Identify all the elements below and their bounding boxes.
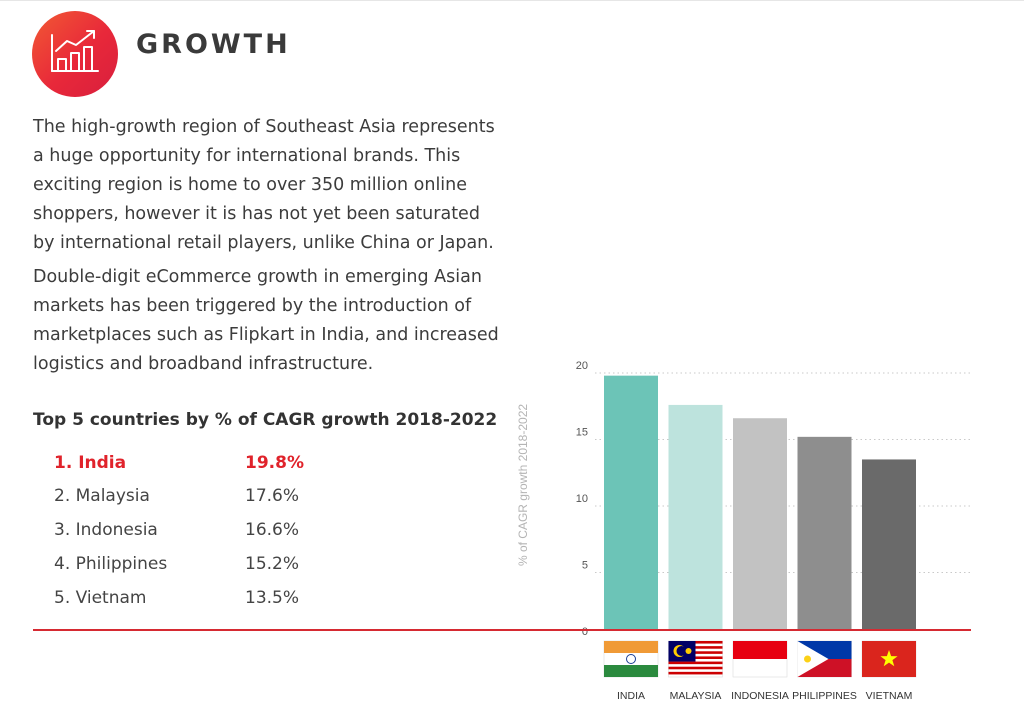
intro-paragraph: The high-growth region of Southeast Asia… bbox=[33, 117, 495, 253]
y-tick-label: 15 bbox=[576, 427, 588, 439]
y-tick-label: 5 bbox=[582, 560, 588, 572]
philippines-flag-icon bbox=[797, 640, 852, 678]
ranking-country: 1. India bbox=[54, 453, 127, 473]
ranking-country: 4. Philippines bbox=[54, 554, 168, 574]
ranking-value: 15.2% bbox=[245, 554, 300, 574]
bar-philippines bbox=[797, 436, 852, 630]
y-tick-label: 0 bbox=[582, 626, 588, 638]
growth-paragraph: Double-digit eCommerce growth in emergin… bbox=[33, 267, 499, 374]
x-tick-label: VIETNAM bbox=[866, 690, 913, 702]
x-tick-label: MALAYSIA bbox=[670, 690, 722, 702]
cagr-bar-chart: 0 5 10 15 20 INDIA MALAYSIA INDONESIA PHILIPPINE… bbox=[516, 360, 971, 702]
bar-india bbox=[604, 375, 658, 630]
ranking-value: 16.6% bbox=[245, 520, 300, 540]
indonesia-flag-icon bbox=[732, 640, 788, 678]
y-axis-label: % of CAGR growth 2018-2022 bbox=[516, 404, 530, 566]
ranking-title: Top 5 countries by % of CAGR growth 2018… bbox=[33, 410, 498, 430]
ranking-value: 17.6% bbox=[245, 486, 300, 506]
y-tick-label: 20 bbox=[576, 360, 588, 372]
page-title: GROWTH bbox=[136, 29, 291, 60]
ranking-value: 19.8% bbox=[245, 453, 304, 473]
bar-indonesia bbox=[733, 418, 787, 630]
x-tick-label: INDONESIA bbox=[731, 690, 789, 702]
ranking-value: 13.5% bbox=[245, 588, 300, 608]
ranking-country: 3. Indonesia bbox=[54, 520, 158, 540]
x-tick-label: INDIA bbox=[617, 690, 645, 702]
footer-divider bbox=[33, 629, 971, 631]
malaysia-flag-icon bbox=[668, 640, 723, 678]
ranking-country: 5. Vietnam bbox=[54, 588, 147, 608]
india-flag-icon bbox=[603, 640, 659, 678]
vietnam-flag-icon bbox=[861, 640, 917, 678]
y-tick-label: 10 bbox=[576, 493, 588, 505]
ranking-country: 2. Malaysia bbox=[54, 486, 150, 506]
top-divider bbox=[0, 0, 1024, 1]
bar-vietnam bbox=[862, 459, 916, 630]
bar-malaysia bbox=[668, 404, 723, 630]
growth-chart-icon bbox=[32, 11, 118, 97]
x-tick-label: PHILIPPINES bbox=[792, 690, 857, 702]
